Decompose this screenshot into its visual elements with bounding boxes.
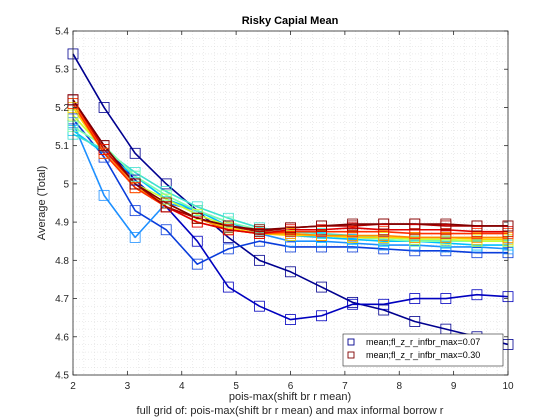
legend-marker-series-1 <box>347 338 355 346</box>
series-2-marker <box>440 293 452 304</box>
y-tick-label: 4.6 <box>55 332 69 343</box>
series-14-marker <box>254 224 265 236</box>
series-line-14 <box>72 99 508 231</box>
series-3-marker <box>222 243 234 255</box>
series-14-marker <box>285 222 296 234</box>
series-1-marker <box>378 304 390 316</box>
series-3-marker <box>129 205 141 217</box>
series-14-marker <box>471 220 483 232</box>
series-3-marker <box>471 247 483 259</box>
series-3-marker <box>254 235 265 247</box>
y-tick-label: 5.1 <box>55 141 69 152</box>
series-2-marker <box>191 235 203 247</box>
legend-label-series-14: mean;fl_z_r_infbr_max=0.30 <box>366 350 480 360</box>
series-1-marker <box>316 281 327 293</box>
series-12-marker <box>471 226 483 238</box>
y-tick-label: 4.8 <box>55 256 69 267</box>
series-line-4 <box>72 122 509 250</box>
x-tick-label: 3 <box>125 381 131 392</box>
legend-label-series-1: mean;fl_z_r_infbr_max=0.07 <box>366 337 480 347</box>
series-4-marker <box>129 231 141 243</box>
series-14-marker <box>129 178 141 190</box>
series-14-marker <box>440 218 452 230</box>
x-tick-label: 2 <box>70 381 76 392</box>
series-2-marker <box>378 298 390 310</box>
y-tick-label: 5.4 <box>55 27 69 38</box>
series-2-marker <box>347 298 359 310</box>
series-1-marker <box>98 102 110 113</box>
series-14-marker <box>316 220 327 232</box>
series-2-marker <box>316 310 327 322</box>
x-tick-label: 7 <box>342 381 348 392</box>
series-1-marker <box>160 178 172 190</box>
y-tick-label: 5.3 <box>55 65 69 76</box>
series-1-marker <box>285 266 296 278</box>
series-14-marker <box>378 218 390 230</box>
series-2-marker <box>285 314 296 325</box>
series-3-marker <box>285 241 296 253</box>
series-12-marker <box>409 224 421 236</box>
series-markers <box>67 48 514 350</box>
series-2-marker <box>409 293 421 304</box>
x-tick-label: 10 <box>502 381 514 392</box>
x-axis-subtitle: full grid of: pois-max(shift br r mean) … <box>137 405 444 417</box>
series-2-marker <box>254 300 265 312</box>
series-line-11 <box>72 103 508 235</box>
series-14-marker <box>409 218 421 230</box>
y-tick-label: 5.2 <box>55 103 69 114</box>
series-14-marker <box>191 212 203 224</box>
series-2-marker <box>222 281 234 293</box>
y-axis-ticks: 4.5 4.6 4.7 4.8 4.9 5 5.1 5.2 5.3 5.4 <box>55 27 508 382</box>
x-tick-label: 6 <box>288 381 294 392</box>
x-tick-label: 9 <box>451 381 457 392</box>
legend-box <box>342 333 504 367</box>
y-tick-label: 5 <box>63 179 69 190</box>
legend-marker-series-14 <box>347 351 355 359</box>
y-tick-label: 4.7 <box>55 294 69 305</box>
series-lines <box>72 53 509 346</box>
series-1-marker <box>129 147 141 159</box>
series-1-marker <box>222 231 234 243</box>
x-axis-ticks: 2 3 4 5 6 7 8 9 10 <box>70 31 514 392</box>
series-3-marker <box>316 241 327 253</box>
series-3-marker <box>160 224 172 236</box>
series-2-marker <box>471 289 483 301</box>
series-12-marker <box>378 224 390 236</box>
series-1-marker <box>254 254 265 266</box>
series-line-3 <box>72 118 508 265</box>
series-14-marker <box>98 140 110 152</box>
y-tick-label: 4.9 <box>55 218 69 229</box>
chart-title: Risky Capial Mean <box>242 15 339 27</box>
series-3-marker <box>191 258 203 270</box>
y-tick-label: 4.5 <box>55 371 69 382</box>
series-4-marker <box>285 235 296 247</box>
series-7-marker <box>129 170 141 182</box>
x-tick-label: 4 <box>179 381 185 392</box>
series-14-marker <box>160 197 172 209</box>
series-4-marker <box>98 189 110 201</box>
legend: mean;fl_z_r_infbr_max=0.07 mean;fl_z_r_i… <box>342 333 504 367</box>
x-axis-label: pois-max(shift br r mean) <box>229 391 351 403</box>
series-14-marker <box>347 218 359 230</box>
series-line-1 <box>72 53 509 346</box>
series-1-marker <box>409 316 421 327</box>
series-3-marker <box>409 245 421 257</box>
x-tick-label: 8 <box>396 381 402 392</box>
series-14-marker <box>222 220 234 232</box>
y-axis-label: Average (Total) <box>36 166 48 240</box>
x-tick-label: 5 <box>233 381 239 392</box>
